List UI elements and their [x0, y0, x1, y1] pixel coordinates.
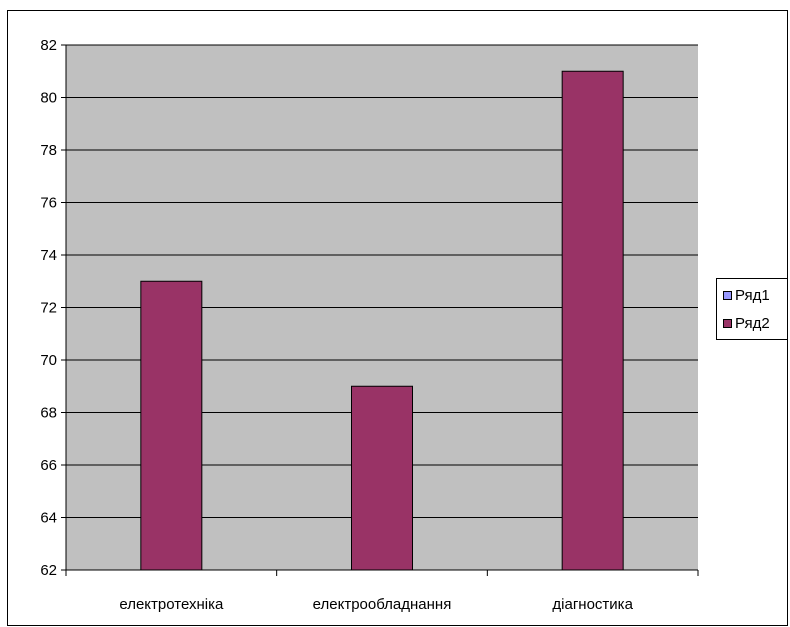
- y-tick-label-82: 82: [40, 37, 57, 54]
- y-tick-label-74: 74: [40, 247, 57, 264]
- y-tick-label-72: 72: [40, 300, 57, 317]
- bar-2-0: [140, 280, 203, 571]
- legend-label-series-2: Ряд2: [735, 314, 770, 332]
- legend-item-series-1: Ряд1: [723, 286, 770, 304]
- y-tick-label-68: 68: [40, 405, 57, 422]
- plot-area: 62 64 66 68 70 72 74 76 78 80 82 електротехніка елек…: [40, 37, 699, 613]
- legend-swatch-series-1: [723, 290, 732, 300]
- y-tick-label-78: 78: [40, 142, 57, 159]
- y-tick-label-62: 62: [40, 562, 57, 579]
- legend-label-series-1: Ряд1: [735, 286, 770, 304]
- y-tick-label-66: 66: [40, 457, 57, 474]
- y-tick-label-70: 70: [40, 352, 57, 369]
- bar-2-2: [561, 70, 624, 571]
- legend-swatch-series-2: [723, 318, 732, 328]
- y-tick-label-76: 76: [40, 195, 57, 212]
- legend-item-series-2: Ряд2: [723, 314, 770, 332]
- legend: Ряд1 Ряд2: [716, 278, 788, 340]
- x-category-label-1: електрообладнання: [313, 596, 452, 613]
- y-tick-label-80: 80: [40, 90, 57, 107]
- y-tick-label-64: 64: [40, 510, 57, 527]
- x-category-label-0: електротехніка: [119, 596, 224, 613]
- x-category-label-2: діагностика: [552, 596, 633, 613]
- bar-2-1: [351, 385, 413, 571]
